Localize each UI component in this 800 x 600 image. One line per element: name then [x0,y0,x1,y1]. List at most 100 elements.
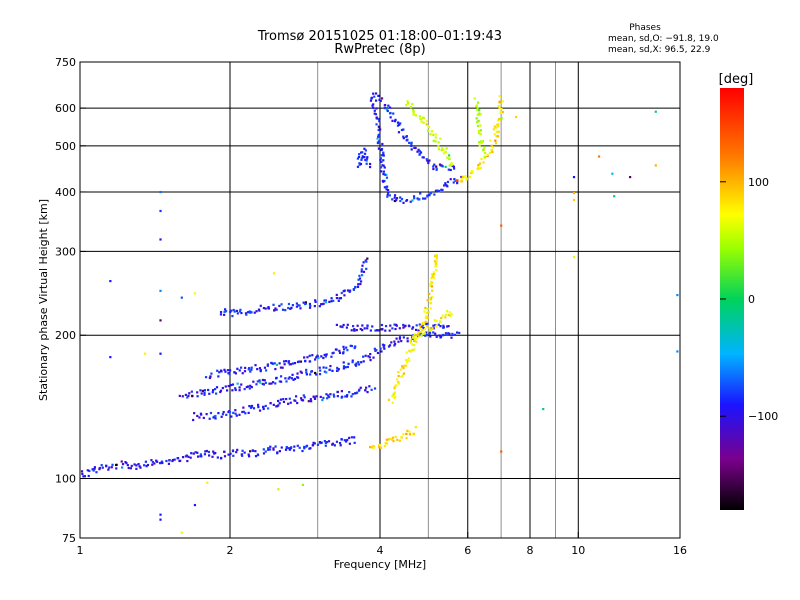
data-point [426,194,429,197]
x-tick-label: 10 [571,544,585,557]
data-point [227,384,230,388]
data-point [441,147,444,150]
data-point [202,416,205,420]
data-point [479,113,482,116]
data-point [181,456,185,459]
x-tick-label: 4 [377,544,384,557]
data-point [240,453,243,456]
data-point [324,444,327,447]
data-point [428,292,431,296]
data-point [249,450,252,453]
data-point [192,418,195,422]
data-point [430,285,434,288]
data-point [378,120,381,123]
data-point [441,334,444,337]
data-point [458,331,461,335]
data-point [432,327,435,330]
y-tick-label: 300 [55,245,76,258]
data-point [414,328,418,332]
data-point [479,166,482,169]
data-point [247,455,251,458]
data-point [378,98,381,101]
data-point [402,323,405,327]
colorbar-tick-label: −100 [748,410,778,423]
data-point [186,396,189,399]
data-point [409,106,413,109]
data-point [376,137,379,140]
data-point [485,155,488,158]
data-point [437,141,440,144]
data-point [386,195,389,198]
data-point [442,148,445,151]
data-point [427,129,430,132]
data-point [491,150,494,154]
data-point [181,395,184,398]
data-point [402,201,405,204]
data-point [223,368,226,371]
data-point [278,304,281,308]
data-point [432,133,435,137]
data-point [315,373,318,376]
data-point [456,331,459,334]
data-point [380,328,384,331]
data-point [357,278,360,281]
data-point [413,336,416,339]
data-point [330,355,333,358]
data-point [431,327,434,330]
data-point [289,307,292,310]
data-point [389,437,392,441]
data-point [283,363,286,366]
colorbar-label: [deg] [719,72,754,87]
data-point [200,392,203,395]
data-point [476,113,479,116]
data-point [384,103,387,107]
data-point [266,364,269,367]
data-point [198,416,201,419]
data-point [435,268,438,272]
data-point [246,311,250,314]
data-point [365,157,369,160]
data-point [411,199,414,202]
data-point [256,403,260,406]
data-point [184,393,187,396]
data-point [238,310,242,313]
data-point [333,444,336,447]
data-point [340,438,343,441]
data-point [368,385,371,388]
data-point [357,283,360,286]
data-point [368,356,371,359]
data-point [371,444,374,448]
data-point [273,308,276,312]
data-point [366,257,369,260]
data-point [304,301,308,304]
data-point [422,116,425,120]
data-point [475,117,478,120]
data-point [259,381,262,384]
data-point [274,445,277,448]
data-point [378,446,381,449]
data-point [495,130,498,133]
data-point [255,383,258,386]
data-point [215,392,218,395]
data-point [248,387,251,390]
data-point [418,149,421,153]
data-point [229,383,233,387]
data-point [311,444,315,447]
data-point [325,371,328,374]
data-point [254,364,257,367]
data-point [143,352,147,355]
data-point [266,363,269,366]
data-point [352,288,355,291]
data-point [242,410,246,413]
chart-subtitle: RwPretec (8p) [334,42,425,57]
data-point [422,327,425,330]
data-point [319,395,322,399]
data-point [391,401,394,404]
data-point [423,328,427,331]
data-point [271,362,274,365]
data-point [233,310,236,313]
x-axis-ticks: 1 2 4 6 8 10 16 [77,532,687,557]
data-point [232,411,235,414]
data-point [483,155,486,158]
